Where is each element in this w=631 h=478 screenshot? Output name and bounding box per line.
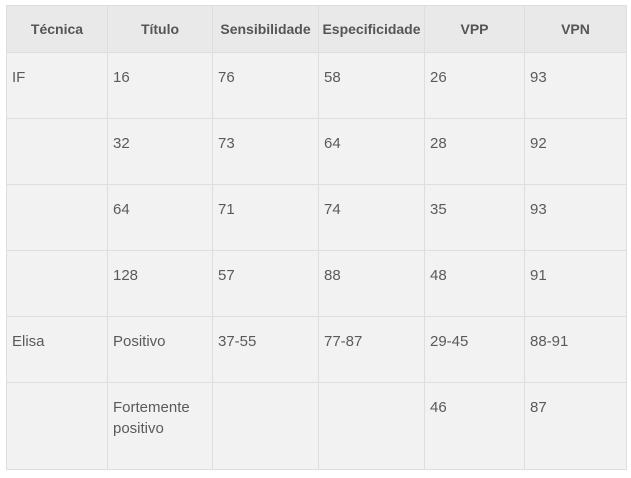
- table-cell: 16: [107, 52, 213, 119]
- table-row: 64 71 74 35 93: [6, 184, 627, 251]
- table-cell: 37-55: [212, 316, 319, 383]
- table-row: Fortemente positivo 46 87: [6, 382, 627, 470]
- column-header: VPN: [524, 5, 627, 53]
- table-row: 32 73 64 28 92: [6, 118, 627, 185]
- table-cell: 64: [107, 184, 213, 251]
- table-cell: 64: [318, 118, 425, 185]
- table-cell: 48: [424, 250, 525, 317]
- table-cell: [6, 118, 108, 185]
- table-cell: 46: [424, 382, 525, 470]
- header-row: Técnica Título Sensibilidade Especificidade…: [6, 5, 627, 53]
- table-row: 128 57 88 48 91: [6, 250, 627, 317]
- table-cell: 29-45: [424, 316, 525, 383]
- table-cell: 71: [212, 184, 319, 251]
- table-cell: 28: [424, 118, 525, 185]
- table-cell: Positivo: [107, 316, 213, 383]
- table-cell: 76: [212, 52, 319, 119]
- column-header: Título: [107, 5, 213, 53]
- table-cell: 26: [424, 52, 525, 119]
- table-row: IF 16 76 58 26 93: [6, 52, 627, 119]
- table-cell: Fortemente positivo: [107, 382, 213, 470]
- table-cell: Elisa: [6, 316, 108, 383]
- table-cell: 32: [107, 118, 213, 185]
- table-cell: 74: [318, 184, 425, 251]
- table-cell: 88: [318, 250, 425, 317]
- table-cell: 87: [524, 382, 627, 470]
- table-cell: 128: [107, 250, 213, 317]
- table-cell: IF: [6, 52, 108, 119]
- table-cell: 35: [424, 184, 525, 251]
- table-cell: 92: [524, 118, 627, 185]
- column-header: Técnica: [6, 5, 108, 53]
- table-cell: 91: [524, 250, 627, 317]
- results-table: Técnica Título Sensibilidade Especificidade…: [6, 5, 627, 470]
- column-header: VPP: [424, 5, 525, 53]
- table-cell: 58: [318, 52, 425, 119]
- table-cell: 73: [212, 118, 319, 185]
- column-header: Sensibilidade: [212, 5, 319, 53]
- table-cell: 77-87: [318, 316, 425, 383]
- table-row: Elisa Positivo 37-55 77-87 29-45 88-91: [6, 316, 627, 383]
- table-cell: 93: [524, 184, 627, 251]
- table-cell: [212, 382, 319, 470]
- table-cell: 93: [524, 52, 627, 119]
- column-header: Especificidade: [318, 5, 425, 53]
- table-cell: [6, 250, 108, 317]
- table-cell: [6, 184, 108, 251]
- table-cell: 88-91: [524, 316, 627, 383]
- table-cell: [6, 382, 108, 470]
- table-cell: [318, 382, 425, 470]
- table-cell: 57: [212, 250, 319, 317]
